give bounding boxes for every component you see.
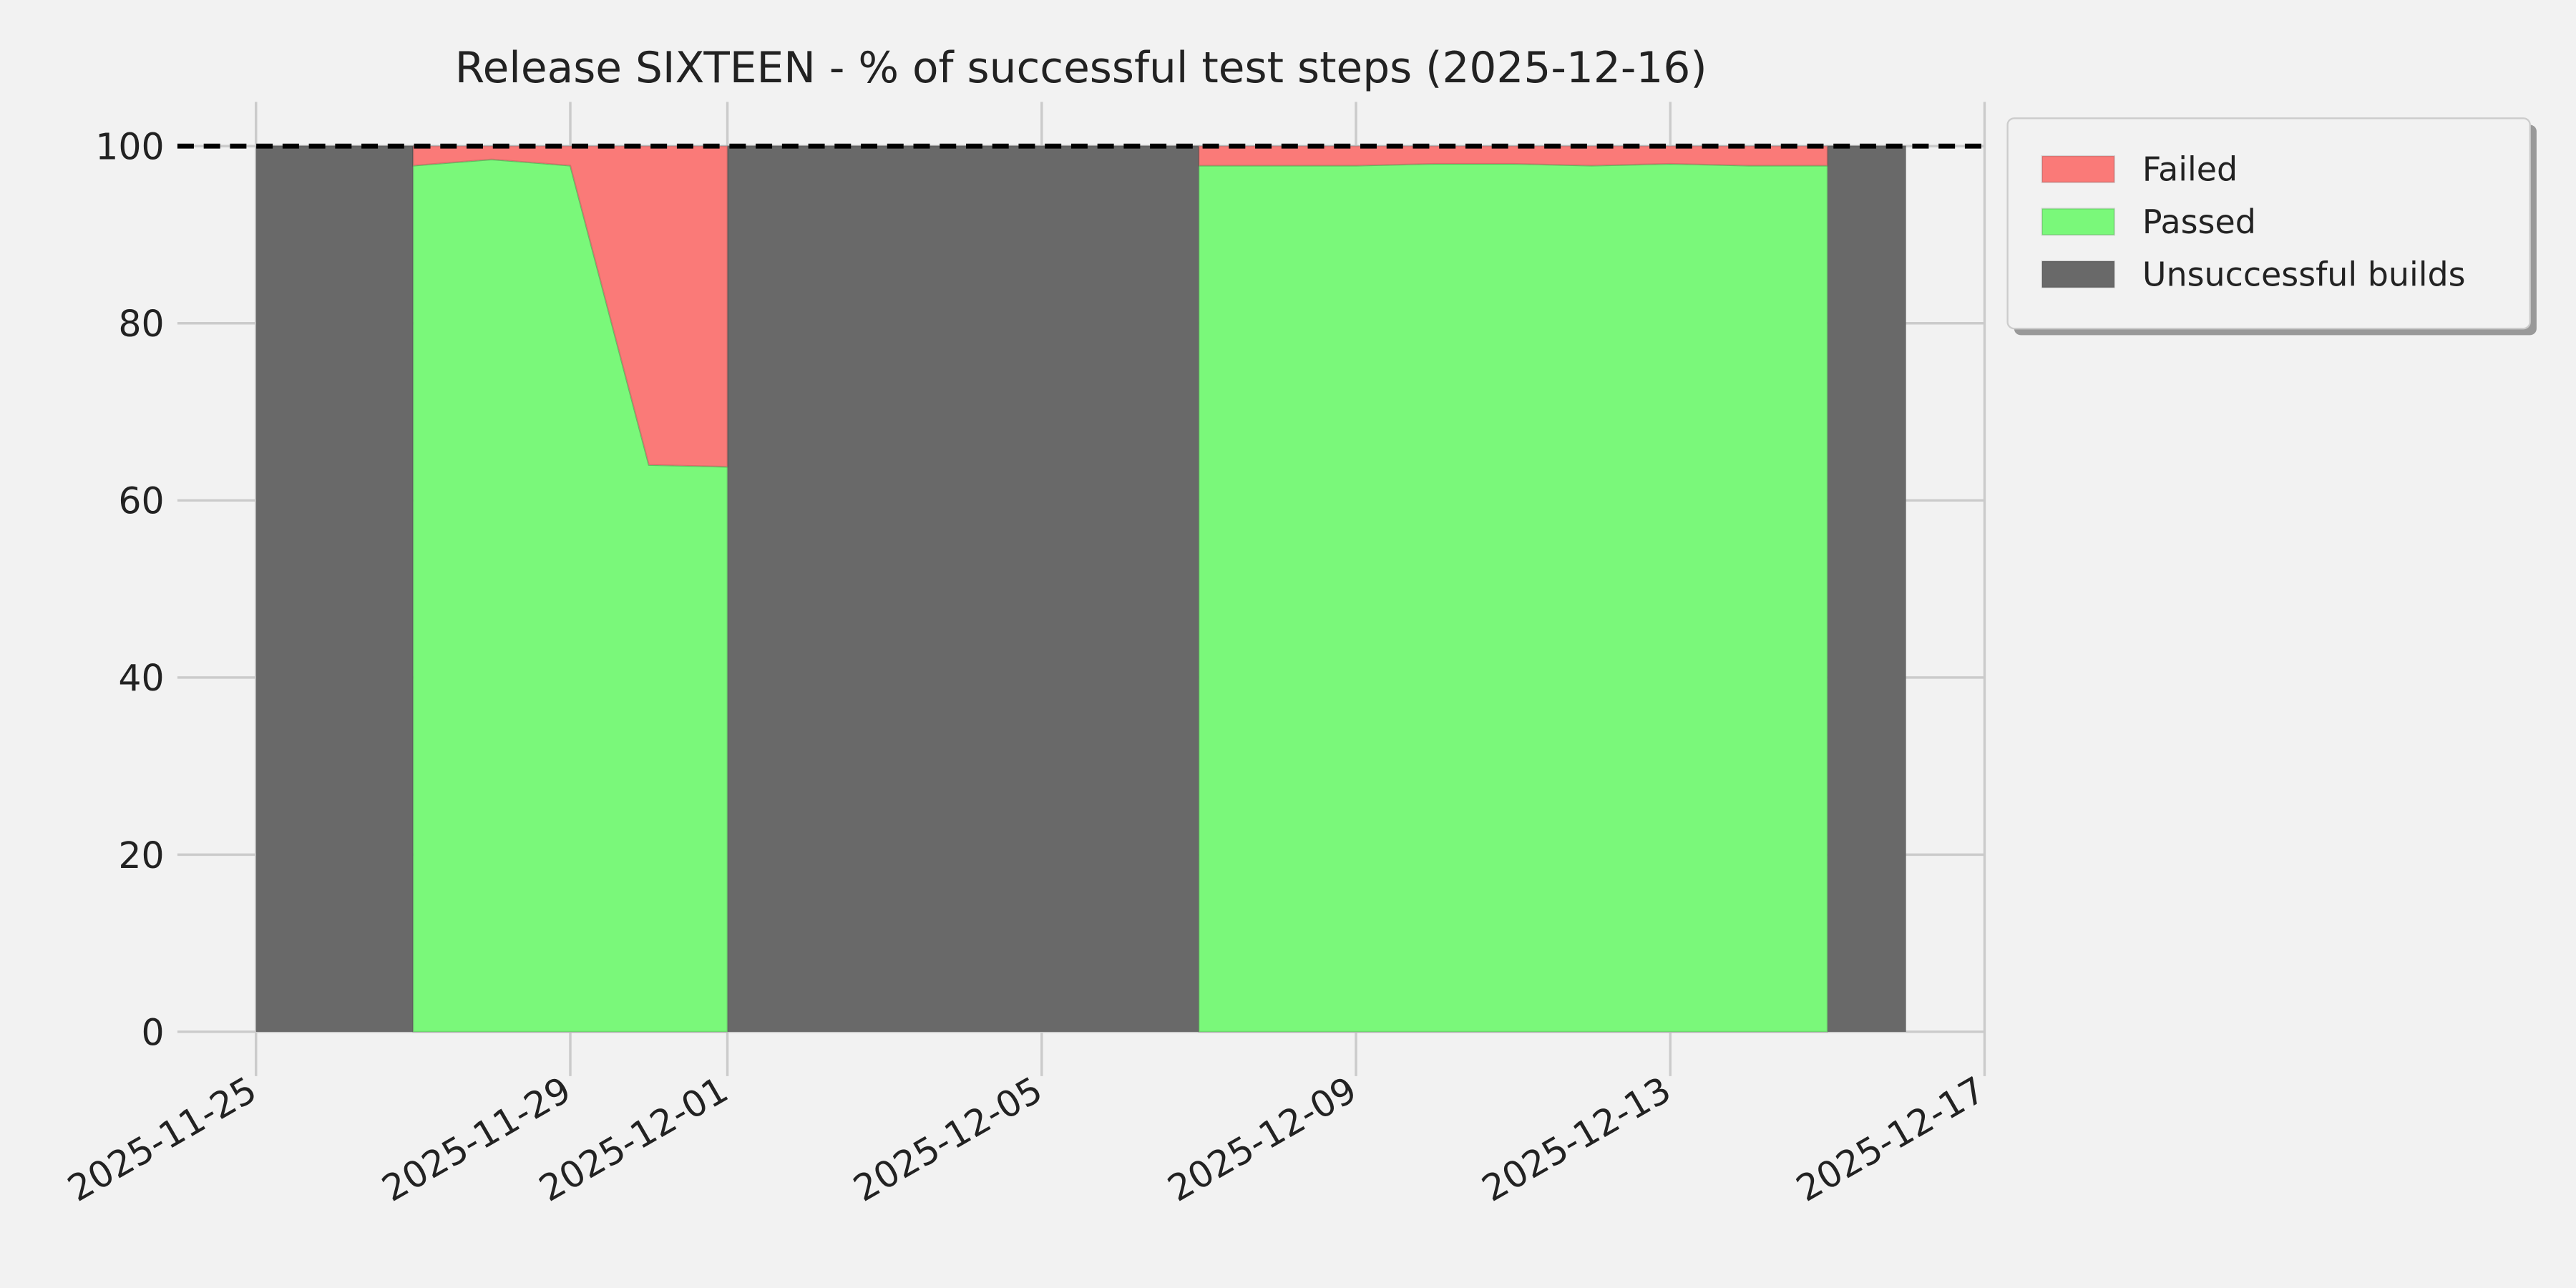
y-tick-label: 100 [95,126,164,168]
legend-box [2006,117,2531,330]
area [255,146,1906,1032]
area [255,145,1906,1033]
y-tick-label: 0 [141,1011,164,1053]
legend-swatch [2041,208,2115,236]
legend-swatch [2041,260,2115,288]
legend-swatch [2041,155,2115,183]
areas [255,145,1906,1033]
y-tick-label: 80 [118,303,164,345]
chart-title: Release SIXTEEN - % of successful test s… [455,44,1707,93]
legend-label: Passed [2142,203,2256,241]
legend-label: Unsuccessful builds [2142,255,2466,293]
y-tick-label: 40 [118,657,164,699]
y-tick-label: 20 [118,834,164,877]
legend: Failed Passed Unsuccessful builds [2006,117,2537,336]
area [255,145,1906,468]
y-tick-label: 60 [118,480,164,522]
legend-label: Failed [2142,150,2238,189]
